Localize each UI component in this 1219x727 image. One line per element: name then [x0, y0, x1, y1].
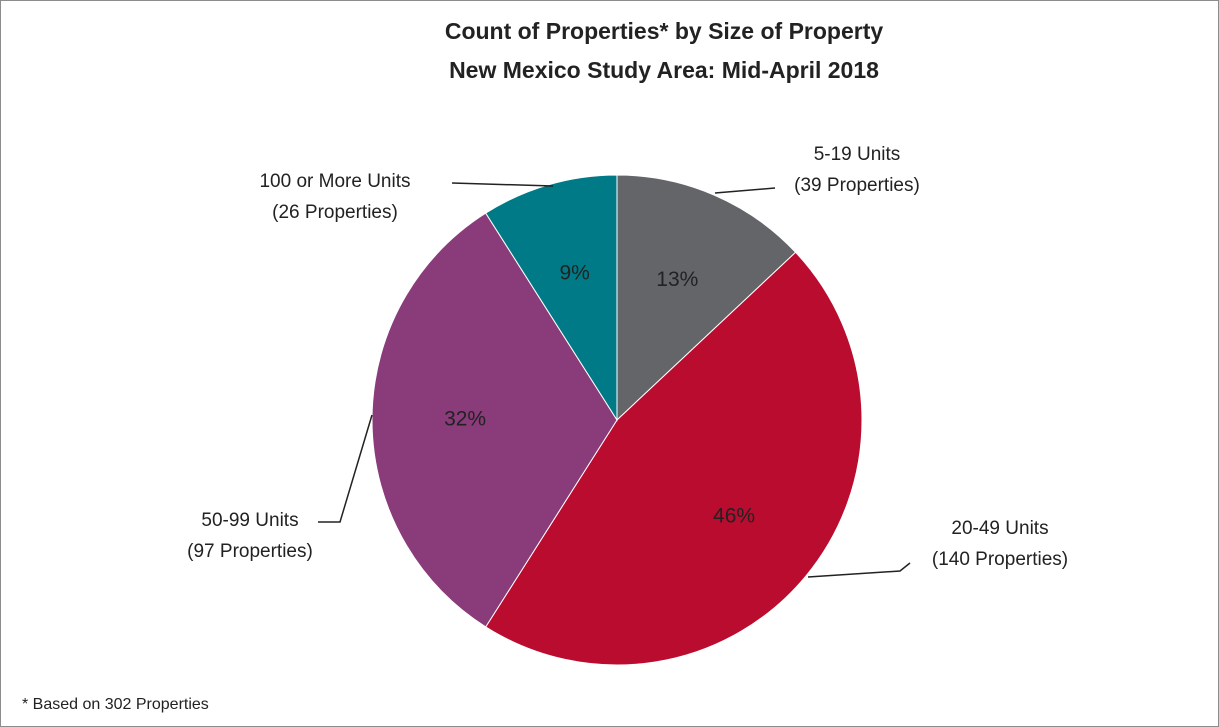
value-label: 9%	[559, 262, 589, 285]
category-label: 100 or More Units	[259, 171, 410, 192]
category-label: 5-19 Units	[814, 144, 901, 165]
pie-slice	[485, 251, 863, 666]
pie-slice	[616, 174, 797, 422]
value-label: 32%	[444, 408, 486, 431]
category-note: (39 Properties)	[794, 175, 920, 196]
category-note: (97 Properties)	[187, 541, 313, 562]
leader-line	[451, 182, 554, 187]
category-note: (26 Properties)	[272, 202, 398, 223]
leader-line	[714, 187, 776, 194]
leader-line	[807, 562, 911, 578]
pie-slice	[371, 212, 618, 628]
category-label: 20-49 Units	[951, 518, 1048, 539]
value-label: 13%	[656, 268, 698, 291]
leader-line	[318, 414, 373, 523]
value-label: 46%	[713, 504, 755, 527]
category-label: 50-99 Units	[201, 510, 298, 531]
chart-subtitle: New Mexico Study Area: Mid-April 2018	[449, 57, 879, 83]
footnote: * Based on 302 Properties	[22, 696, 209, 713]
category-note: (140 Properties)	[932, 549, 1068, 570]
chart-title: Count of Properties* by Size of Property	[445, 18, 884, 44]
pie-slice	[485, 174, 618, 422]
